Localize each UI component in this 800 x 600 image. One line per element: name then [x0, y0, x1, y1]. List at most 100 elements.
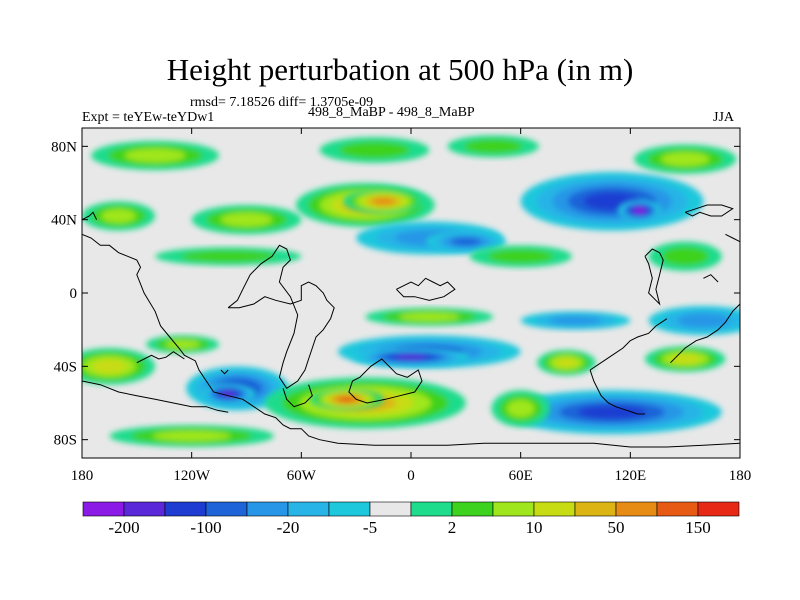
x-tick-label: 180 [729, 468, 752, 484]
contour-level-7 [338, 396, 356, 402]
contour-blob [343, 188, 424, 215]
colorbar-label: 2 [448, 518, 457, 537]
contour-blob [648, 305, 740, 336]
contour-level-3 [660, 152, 710, 167]
coastline [227, 244, 335, 389]
contour-blob [491, 390, 550, 427]
colorbar-label: -20 [277, 518, 300, 537]
colorbar-box [656, 501, 699, 517]
coastline [703, 274, 719, 283]
coastline [282, 384, 313, 408]
colorbar-label: 10 [526, 518, 543, 537]
contour-blob [644, 346, 726, 372]
colorbar-box [533, 501, 576, 517]
y-tick-label: 80S [54, 433, 77, 449]
contour-blob [520, 172, 704, 231]
x-tick-label: 180 [71, 468, 94, 484]
contour-blob [648, 241, 722, 271]
colorbar-label: -5 [363, 518, 377, 537]
x-tick-label: 120E [614, 468, 646, 484]
coastline [396, 277, 456, 301]
contour-level-3 [152, 430, 231, 442]
colorbar-label: 150 [685, 518, 711, 537]
contour-level-3 [398, 312, 460, 322]
contour-blob [200, 382, 256, 405]
contour-level--6 [395, 354, 427, 360]
contour-blob [155, 247, 302, 266]
contour-blob [633, 144, 737, 174]
subtitle-label: 498_8_MaBP - 498_8_MaBP [308, 105, 475, 120]
contour-level-2 [661, 246, 709, 266]
contour-blob [447, 135, 539, 158]
colorbar-label: -100 [190, 518, 221, 537]
y-tick-label: 0 [70, 286, 78, 302]
colorbar-box [82, 501, 125, 517]
colorbar-box [451, 501, 494, 517]
contour-blob [502, 390, 722, 435]
contour-level-2 [339, 141, 410, 159]
coastline [670, 303, 740, 364]
coastline [220, 369, 229, 375]
colorbar-label: -200 [108, 518, 139, 537]
contour-level--5 [578, 405, 647, 419]
coastline [348, 358, 423, 404]
coastline [725, 233, 740, 243]
colorbar-box [369, 501, 412, 517]
contour-level-6 [372, 197, 395, 205]
colorbar-box [123, 501, 166, 517]
contour-blob [145, 335, 220, 354]
contour-blob [425, 230, 507, 253]
contour-blob [537, 349, 596, 376]
chart-title: Height perturbation at 500 hPa (in m) [166, 52, 634, 87]
contour-level-4 [92, 359, 127, 374]
coastline-layer [82, 204, 740, 448]
colorbar-box [246, 501, 289, 517]
coastline [589, 318, 668, 371]
contour-level--3 [549, 316, 602, 325]
colorbar-box [697, 501, 740, 517]
contour-level-3 [220, 212, 273, 227]
contour-blob [82, 201, 156, 231]
contour-level-2 [487, 249, 554, 264]
x-tick-label: 60W [287, 468, 317, 484]
x-tick-label: 60E [509, 468, 533, 484]
contour-level-4 [555, 357, 578, 368]
x-tick-label: 0 [407, 468, 415, 484]
coastline [684, 204, 734, 217]
coastline [82, 380, 229, 413]
contour-level-3 [165, 339, 200, 349]
colorbar-box [287, 501, 330, 517]
colorbar-box [574, 501, 617, 517]
colorbar-box [615, 501, 658, 517]
coastline [644, 248, 664, 306]
colorbar-box [410, 501, 453, 517]
contour-blob [82, 348, 156, 385]
contour-level--7 [634, 207, 645, 214]
colorbar-box [492, 501, 535, 517]
contour-blob [365, 307, 494, 327]
colorbar-label: 50 [608, 518, 625, 537]
x-tick-label: 120W [173, 468, 211, 484]
axis-ticks: 180 120W 60W 0 60E 120E 180 80N 40N 0 40S 80S [51, 128, 751, 484]
contour-level-2 [463, 139, 523, 154]
contour-blob [352, 348, 470, 367]
colorbar-box [205, 501, 248, 517]
colorbar: -200 -100 -20 -5 2 10 50 150 [82, 501, 740, 537]
contour-fill-layer [82, 135, 740, 447]
y-tick-label: 40N [51, 213, 77, 229]
coastline [589, 369, 645, 415]
contour-blob [310, 388, 384, 411]
contour-level-4 [670, 354, 701, 364]
contour-blob [109, 425, 274, 447]
contour-blob [617, 199, 662, 222]
contour-blob [191, 205, 302, 235]
y-tick-label: 40S [54, 359, 77, 375]
contour-level--3 [677, 313, 730, 328]
y-tick-label: 80N [51, 139, 77, 155]
colorbar-box [164, 501, 207, 517]
experiment-label: Expt = teYEw-teYDw1 [82, 110, 215, 125]
coastline [82, 211, 98, 221]
contour-blob [91, 140, 220, 171]
contour-level--4 [450, 237, 481, 246]
